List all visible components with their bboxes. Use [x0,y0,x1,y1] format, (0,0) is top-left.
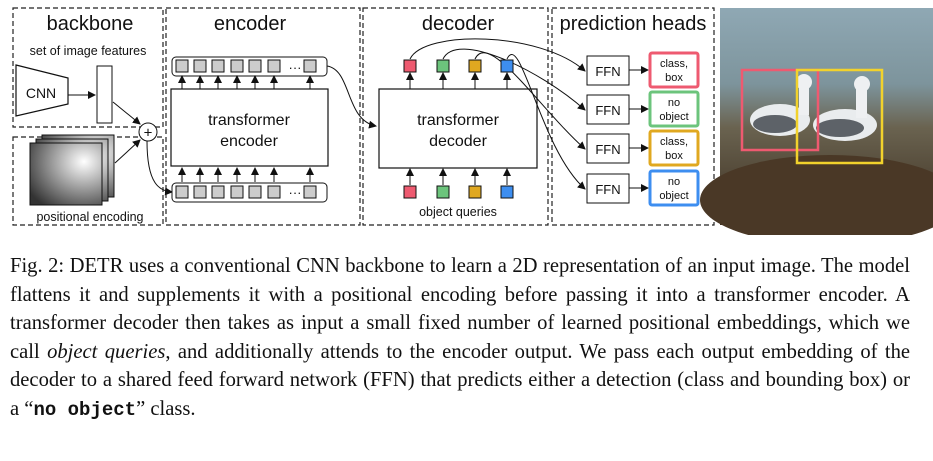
token [175,185,189,199]
ffn-block [586,173,630,204]
prediction-output [648,129,700,167]
prediction-label: box [665,150,683,162]
ffn-block [586,55,630,86]
prediction-label: no [668,97,680,109]
token [230,59,244,73]
image-features-label: set of image features [30,44,147,58]
transformer-encoder [170,88,329,167]
heads-title: prediction heads [560,13,707,35]
object-queries-label: object queries [419,205,497,219]
feature-map [96,65,113,124]
object-query [468,185,482,199]
token [175,59,189,73]
object-query [403,185,417,199]
plus-label: + [144,125,153,142]
token [211,59,225,73]
caption-text: , and additionally attends to the encode… [10,340,911,420]
ffn-label: FFN [595,182,620,197]
arrow [506,54,586,190]
prediction-label: box [665,72,683,84]
output-embedding [403,59,417,73]
heads-section [551,7,715,226]
arrow [409,38,586,72]
add-node [138,122,158,142]
detr-figure: backbone encoder decoder prediction head… [12,7,933,235]
encoder-title: encoder [214,13,287,35]
cnn-block [15,64,69,117]
output-embedding [436,59,450,73]
arrow [474,52,586,150]
ffn-label: FFN [595,103,620,118]
prediction-label: no [668,176,680,188]
ffn-label: FFN [595,64,620,79]
transformer-encoder-label: transformer [208,112,290,129]
token [193,185,207,199]
transformer-decoder-label: decoder [429,133,487,150]
prediction-label: class, [660,58,688,70]
output-embedding [468,59,482,73]
caption-emphasis: object queries [47,340,166,363]
caption-code: no object [33,398,137,421]
dots: ··· [289,60,302,75]
token [303,59,317,73]
decoder-title: decoder [422,13,495,35]
token [248,59,262,73]
token [230,185,244,199]
caption-text: ” class. [136,397,196,420]
ffn-label: FFN [595,142,620,157]
object-query [500,185,514,199]
photo [700,8,933,235]
decoder-section [362,7,549,226]
prediction-output [648,90,700,128]
caption-text: Fig. 2: DETR uses a conventional CNN bac… [10,255,910,363]
encoder-section [165,7,361,226]
positional-encoding-stack [29,134,115,206]
bounding-box-gull-2 [795,68,884,165]
object-query [436,185,450,199]
positional-encoding-label: positional encoding [36,210,143,224]
dots: ··· [289,185,302,200]
ffn-block [586,94,630,125]
token [248,185,262,199]
prediction-output [648,169,700,207]
token [267,185,281,199]
token [303,185,317,199]
prediction-label: object [659,190,688,202]
transformer-decoder [378,88,538,169]
prediction-label: object [659,111,688,123]
token [193,59,207,73]
backbone-title: backbone [47,13,134,35]
bounding-box-gull-1 [740,68,820,152]
prediction-output [648,51,700,89]
token [211,185,225,199]
figure-caption: Fig. 2: DETR uses a conventional CNN bac… [10,252,910,425]
transformer-encoder-label: encoder [220,133,278,150]
cnn-label: CNN [26,85,56,101]
output-embedding [500,59,514,73]
transformer-decoder-label: transformer [417,112,499,129]
arrow [442,48,586,111]
backbone-section [12,7,164,128]
prediction-label: class, [660,136,688,148]
token [267,59,281,73]
